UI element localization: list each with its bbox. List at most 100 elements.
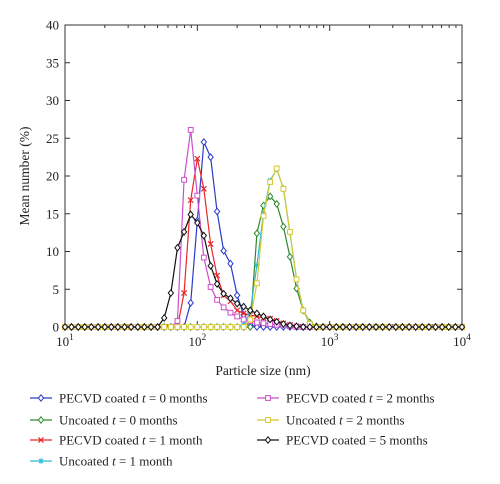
y-tick-label: 15 (46, 206, 59, 221)
legend-entry: PECVD coated = 5 months (257, 433, 428, 448)
x-tick-exp: 3 (334, 333, 339, 343)
data-point (287, 228, 293, 235)
legend-label-pre: PECVD coated = 5 months (286, 433, 428, 448)
data-point (181, 290, 188, 297)
legend-label: PECVD coated = 5 months (286, 433, 428, 448)
legend-entry: PECVD coated t = 1 month (30, 433, 203, 448)
data-point (121, 323, 128, 331)
legend-label-post: = 2 months (343, 413, 405, 428)
data-point (174, 318, 181, 324)
data-point (313, 323, 320, 331)
data-point (267, 179, 274, 185)
data-point (240, 310, 247, 317)
legend-label-var: t (369, 391, 373, 406)
y-tick-label: 40 (46, 18, 59, 33)
data-point (220, 324, 227, 330)
legend-label-var: t (142, 433, 146, 448)
data-point (127, 323, 135, 331)
data-point (154, 323, 161, 331)
legend-entry: PECVD coated t = 0 months (30, 391, 208, 406)
data-point (207, 284, 214, 290)
data-point (273, 165, 280, 172)
data-point (253, 229, 261, 238)
legend-marker (38, 458, 44, 464)
data-point (194, 155, 201, 162)
data-point (160, 313, 168, 322)
data-point (372, 323, 380, 331)
y-tick-label: 30 (46, 93, 59, 108)
data-point (227, 309, 234, 316)
data-point (167, 289, 175, 298)
x-tick-exp: 1 (69, 333, 74, 343)
data-point (366, 323, 373, 331)
legend-label-post: = 0 months (116, 413, 178, 428)
data-point (174, 243, 181, 252)
data-point (214, 296, 220, 303)
data-point (75, 323, 82, 331)
data-point (227, 294, 234, 303)
data-point (207, 261, 214, 270)
legend-label: Uncoated t = 0 months (59, 413, 178, 428)
data-point (240, 316, 247, 323)
data-point (187, 324, 194, 330)
data-point (319, 323, 327, 331)
x-tick-label: 103 (321, 333, 339, 349)
data-point (246, 323, 254, 331)
data-point (194, 192, 201, 199)
data-point (419, 323, 426, 331)
data-point (266, 315, 274, 324)
x-tick-base: 10 (321, 334, 334, 349)
data-point (180, 227, 188, 236)
data-point (233, 299, 241, 308)
legend-marker (264, 436, 272, 444)
series-6 (61, 210, 466, 331)
data-point (187, 298, 194, 307)
data-point (187, 197, 194, 204)
data-point (220, 246, 227, 255)
data-point (379, 323, 386, 331)
plot-area (64, 24, 463, 328)
data-point (432, 323, 439, 331)
data-point (253, 309, 261, 318)
data-point (108, 323, 115, 331)
data-point (200, 324, 207, 330)
data-point (438, 323, 446, 331)
data-point (234, 307, 241, 314)
data-point (452, 323, 459, 331)
data-point (187, 127, 194, 133)
x-tick-base: 10 (188, 334, 201, 349)
data-point (293, 276, 300, 283)
data-point (161, 324, 168, 330)
legend-label-var: t (339, 413, 343, 428)
data-point (399, 323, 406, 331)
data-point (194, 324, 201, 330)
legend-label-var: t (112, 413, 116, 428)
data-point (385, 323, 393, 331)
data-point (326, 323, 333, 331)
data-point (200, 185, 207, 192)
x-tick-exp: 2 (201, 333, 206, 343)
plot-frame (64, 24, 463, 328)
legend-label-pre: Uncoated (286, 413, 339, 428)
data-point (213, 279, 221, 288)
data-point (227, 259, 234, 268)
x-tick-exp: 4 (466, 333, 471, 343)
data-point (286, 252, 294, 261)
data-point (147, 323, 155, 331)
legend-entry: PECVD coated t = 2 months (257, 391, 435, 406)
legend-label: PECVD coated t = 1 month (59, 433, 203, 448)
data-point (293, 322, 300, 331)
data-point (200, 138, 208, 147)
data-point (61, 323, 69, 331)
data-point (352, 323, 360, 331)
data-point (220, 304, 227, 311)
y-tick-label: 0 (53, 320, 60, 335)
data-point (246, 306, 254, 315)
data-point (254, 262, 260, 268)
data-point (114, 323, 122, 331)
legend-label-pre: PECVD coated (59, 391, 142, 406)
x-tick-base: 10 (56, 334, 69, 349)
data-point (339, 323, 347, 331)
